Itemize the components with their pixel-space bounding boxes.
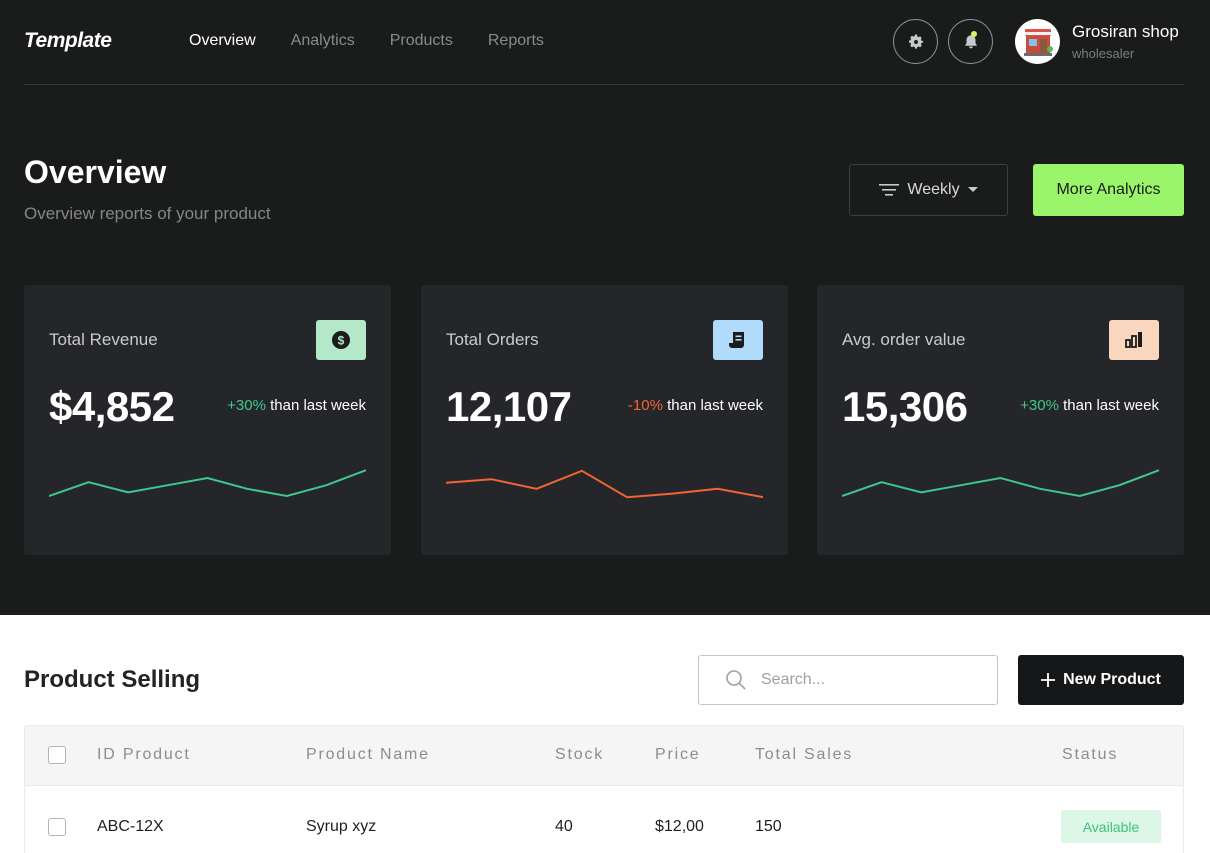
receipt-icon	[729, 332, 744, 348]
row-checkbox[interactable]	[48, 818, 66, 836]
product-table: ID Product Product Name Stock Price Tota…	[24, 725, 1184, 853]
more-analytics-button[interactable]: More Analytics	[1033, 164, 1184, 216]
change-percent: +30%	[1020, 397, 1059, 414]
sparkline-chart	[842, 469, 1159, 498]
filter-icon	[879, 184, 900, 196]
cell-sales: 150	[755, 818, 782, 835]
change-percent: +30%	[227, 397, 266, 414]
card-value: 15,306	[842, 383, 968, 430]
section-title: Product Selling	[24, 666, 201, 693]
column-header-status[interactable]: Status	[1062, 746, 1119, 763]
card-change: +30% than last week	[227, 397, 366, 414]
page-subtitle: Overview reports of your product	[24, 204, 271, 223]
caret-down-icon	[967, 187, 978, 192]
card-label: Avg. order value	[842, 330, 966, 349]
cell-price: $12,00	[655, 818, 704, 835]
card-change: -10% than last week	[628, 397, 763, 414]
page-title: Overview	[24, 154, 167, 190]
dollar-icon: $	[332, 331, 350, 349]
search-icon	[726, 670, 746, 690]
change-suffix: than last week	[662, 397, 763, 414]
notification-dot	[971, 31, 977, 37]
svg-text:$: $	[338, 334, 345, 348]
table-header: ID Product Product Name Stock Price Tota…	[25, 726, 1183, 786]
change-suffix: than last week	[1058, 397, 1159, 414]
nav-overview[interactable]: Overview	[189, 32, 256, 49]
cell-name: Syrup xyz	[306, 818, 377, 835]
status-badge: Available	[1061, 810, 1161, 843]
user-role: wholesaler	[1072, 46, 1135, 61]
select-all-checkbox[interactable]	[48, 746, 66, 764]
sparkline-path	[49, 469, 366, 498]
period-filter-dropdown[interactable]: Weekly	[849, 164, 1008, 216]
search-box[interactable]	[698, 655, 998, 705]
column-header-name[interactable]: Product Name	[306, 746, 430, 763]
card-total-orders: Total Orders 12,107 -10% than last week	[421, 285, 788, 555]
gear-icon	[908, 34, 923, 49]
sparkline-chart	[49, 469, 366, 498]
shop-icon	[1023, 28, 1053, 56]
cell-id: ABC-12X	[97, 818, 164, 835]
nav-reports[interactable]: Reports	[487, 32, 544, 49]
card-value: 12,107	[446, 383, 572, 430]
sparkline-path	[842, 469, 1159, 498]
column-header-stock[interactable]: Stock	[555, 746, 605, 763]
change-suffix: than last week	[265, 397, 366, 414]
logo[interactable]: Template	[24, 29, 112, 52]
nav-analytics[interactable]: Analytics	[290, 32, 355, 49]
main-nav: Overview Analytics Products Reports	[189, 32, 579, 50]
sparkline-chart	[446, 469, 763, 499]
bar-chart-icon	[1125, 332, 1142, 348]
card-value: $4,852	[49, 383, 175, 430]
new-product-label: New Product	[1063, 671, 1161, 688]
user-name[interactable]: Grosiran shop	[1072, 22, 1179, 41]
nav-products[interactable]: Products	[389, 32, 453, 49]
notifications-button[interactable]	[948, 19, 993, 64]
period-filter-label: Weekly	[907, 181, 960, 198]
card-total-revenue: Total Revenue $ $4,852 +30% than last we…	[24, 285, 391, 555]
search-input[interactable]	[761, 671, 961, 689]
sparkline-path	[446, 469, 763, 499]
nav-divider	[24, 84, 1184, 85]
card-change: +30% than last week	[1020, 397, 1159, 414]
new-product-button[interactable]: New Product	[1018, 655, 1184, 705]
column-header-id[interactable]: ID Product	[97, 746, 191, 763]
card-icon	[713, 320, 763, 360]
change-percent: -10%	[627, 397, 663, 414]
card-icon: $	[316, 320, 366, 360]
card-label: Total Revenue	[49, 330, 158, 349]
card-icon	[1109, 320, 1159, 360]
column-header-price[interactable]: Price	[655, 746, 701, 763]
avatar[interactable]	[1015, 19, 1060, 64]
card-avg-order-value: Avg. order value 15,306 +30% than last w…	[817, 285, 1184, 555]
column-header-total-sales[interactable]: Total Sales	[755, 746, 854, 763]
settings-button[interactable]	[893, 19, 938, 64]
plus-icon	[1041, 673, 1056, 687]
bell-icon	[964, 34, 977, 48]
card-label: Total Orders	[446, 330, 539, 349]
cell-stock: 40	[555, 818, 573, 835]
